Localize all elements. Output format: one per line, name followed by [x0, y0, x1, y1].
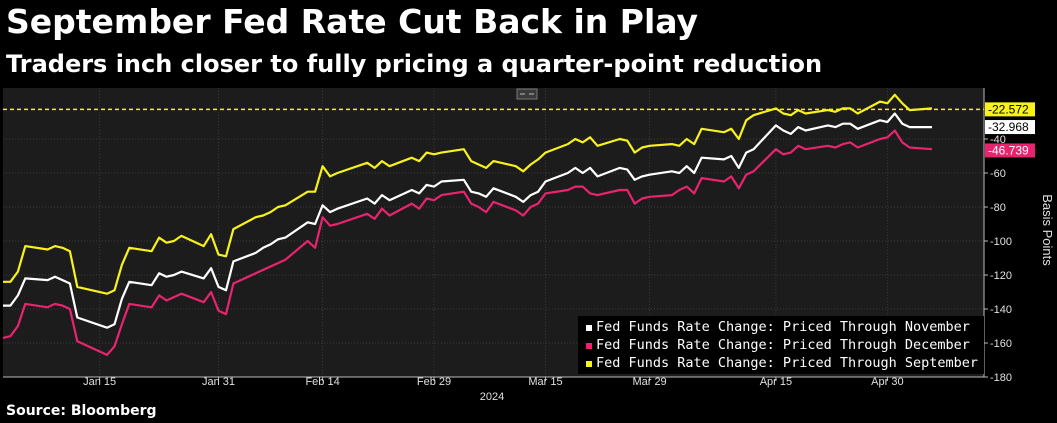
series-line-november [3, 112, 932, 329]
x-axis-year-label: 2024 [480, 391, 504, 403]
series-layer [2, 93, 933, 356]
legend-label: Fed Funds Rate Change: Priced Through No… [596, 319, 970, 335]
y-tick-label: -140 [990, 304, 1012, 316]
y-tick-label: -80 [990, 202, 1006, 214]
y-tick-label: -180 [990, 372, 1012, 384]
series-line-december [2, 129, 933, 356]
end-value-label: -46.739 [985, 143, 1035, 158]
y-tick-label: -100 [990, 236, 1012, 248]
source-note: Source: Bloomberg [6, 403, 157, 419]
x-tick-label: Jan 31 [202, 376, 235, 388]
chart-subtitle: Traders inch closer to fully pricing a q… [6, 50, 823, 78]
chart-title: September Fed Rate Cut Back in Play [6, 2, 699, 41]
legend-label: Fed Funds Rate Change: Priced Through Se… [596, 355, 978, 371]
end-value-label: -22.572 [985, 102, 1035, 117]
end-value-text: -22.572 [988, 102, 1029, 116]
legend-swatch [586, 343, 592, 349]
y-axis-label: Basis Points [1040, 194, 1055, 266]
chart-options-icon[interactable] [516, 88, 538, 100]
series-line-september [3, 93, 933, 295]
legend-box [578, 316, 984, 374]
x-tick-label: Mar 29 [632, 376, 666, 388]
y-tick-label: -60 [990, 168, 1006, 180]
end-value-box [985, 102, 1035, 117]
x-tick-label: Apr 15 [760, 376, 792, 388]
legend-label: Fed Funds Rate Change: Priced Through De… [596, 337, 970, 353]
y-tick-label: -120 [990, 270, 1012, 282]
y-tick-label: -40 [990, 134, 1006, 146]
end-value-text: -32.968 [988, 120, 1029, 134]
x-tick-label: Jan 15 [83, 376, 116, 388]
end-value-box [985, 143, 1035, 158]
x-tick-label: Feb 14 [305, 376, 339, 388]
legend-swatch [586, 361, 592, 367]
end-value-label: -32.968 [985, 120, 1035, 135]
gridlines [3, 88, 984, 378]
x-axis: Jan 15 Jan 31 Feb 14 Feb 29 Mar 15 Mar 29 Apr … [3, 376, 984, 388]
legend-swatch [586, 325, 592, 331]
legend: Fed Funds Rate Change: Priced Through No… [578, 316, 984, 374]
x-tick-label: Feb 29 [417, 376, 451, 388]
x-tick-label: Mar 15 [528, 376, 562, 388]
y-tick-label: -160 [990, 338, 1012, 350]
x-tick-label: Apr 30 [871, 376, 903, 388]
end-value-box [985, 120, 1035, 135]
end-labels: -22.572 -32.968 -46.739 [985, 102, 1035, 158]
y-axis: -40 -60 -80 -100 -120 -140 -160 -180 [983, 88, 1012, 384]
end-value-text: -46.739 [988, 143, 1029, 157]
